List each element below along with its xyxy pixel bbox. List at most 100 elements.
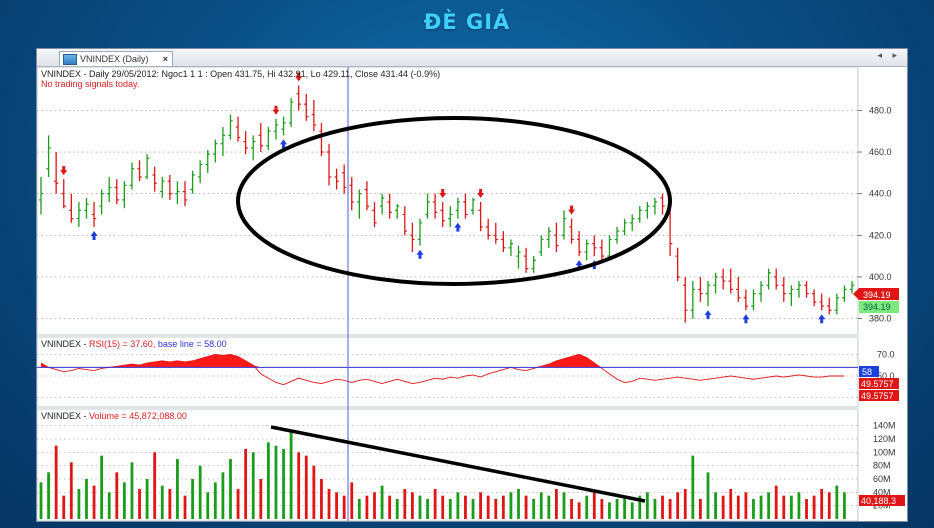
volume-pane-header: VNINDEX - Volume = 45,872,088.00 [41, 411, 187, 421]
volume-bar [418, 495, 422, 519]
volume-bar [638, 495, 642, 519]
volume-bar [236, 489, 240, 519]
price-chart[interactable]: 380.0400.0420.0440.0460.0480.030.050.070… [37, 67, 907, 521]
buy-arrow-icon [575, 260, 583, 270]
volume-bar [501, 495, 505, 519]
volume-bar [782, 495, 786, 519]
volume-bar [539, 492, 543, 519]
volume-bar [266, 442, 270, 519]
volume-bar [714, 492, 717, 519]
volume-tick-label: 120M [873, 434, 896, 444]
buy-arrow-icon [742, 314, 750, 324]
volume-tick-label: 100M [873, 447, 896, 457]
volume-bar [812, 495, 816, 519]
volume-bar [395, 499, 399, 519]
price-tick-label: 480.0 [869, 105, 892, 115]
volume-last-badge [859, 495, 905, 506]
volume-bar [327, 489, 331, 519]
price-tick-label: 460.0 [869, 147, 892, 157]
rsi-pane [37, 336, 859, 408]
chart-icon [63, 54, 77, 65]
volume-bar [365, 495, 369, 519]
volume-bar [342, 495, 346, 519]
volume-bar [312, 465, 316, 519]
volume-bar [683, 489, 687, 519]
tab-vnindex-daily[interactable]: VNINDEX (Daily) × [59, 51, 173, 66]
volume-tick-label: 60M [873, 474, 891, 484]
signal-note: No trading signals today. [41, 79, 139, 89]
volume-bar [479, 492, 483, 519]
price-pane-header: VNINDEX - Daily 29/05/2012: Ngoc1 1 1 : … [41, 69, 440, 79]
volume-bar [47, 472, 50, 519]
volume-bar [145, 479, 149, 519]
volume-bar [645, 492, 649, 519]
sell-arrow-icon [439, 189, 447, 198]
rsi-value-badge-2 [859, 390, 899, 401]
volume-bar [221, 472, 225, 519]
volume-bar [304, 455, 308, 519]
volume-bar [577, 502, 581, 519]
volume-bar [441, 495, 445, 519]
rsi-base-badge [859, 366, 879, 377]
sell-arrow-icon [477, 189, 485, 198]
volume-prefix: VNINDEX - [41, 411, 89, 421]
last-price-red-text: 394.19 [863, 290, 891, 300]
volume-bar [767, 492, 771, 519]
volume-bar [388, 495, 392, 519]
volume-bar [843, 492, 846, 519]
volume-bar [699, 499, 702, 519]
volume-bar [706, 472, 710, 519]
rsi-overbought-fill [41, 354, 845, 368]
volume-bar [69, 462, 73, 519]
volume-bar [320, 479, 323, 519]
buy-arrow-icon [280, 139, 288, 149]
volume-bar [160, 485, 164, 519]
buy-arrow-icon [90, 230, 98, 240]
sell-arrow-icon [568, 205, 576, 215]
volume-bar [251, 452, 255, 519]
volume-bar [676, 492, 680, 519]
chart-window: VNINDEX (Daily) × ◂ ▸ 380.0 400.0 420.0 440… [36, 48, 908, 522]
volume-bar [691, 455, 695, 519]
close-icon[interactable]: × [162, 54, 168, 64]
volume-bar [54, 445, 58, 519]
volume-bar [789, 495, 793, 519]
rsi-prefix: VNINDEX - [41, 339, 89, 349]
volume-bar [77, 489, 81, 519]
rsi-pane-header: VNINDEX - RSI(15) = 37.60, base line = 5… [41, 339, 227, 349]
sell-arrow-icon [272, 105, 280, 115]
volume-bar [555, 489, 558, 519]
volume-bar [39, 482, 43, 519]
volume-bar [176, 459, 179, 519]
volume-bar [774, 485, 778, 519]
buy-arrow-icon [454, 222, 462, 232]
slide-title: ĐÈ GIÁ [423, 10, 511, 34]
rsi-tick-label: 70.0 [877, 349, 895, 359]
volume-bar [433, 489, 437, 519]
volume-bar [107, 492, 111, 519]
volume-bar [797, 492, 801, 519]
volume-bar [122, 482, 126, 519]
volume-bar [668, 499, 672, 519]
volume-bar [229, 459, 232, 519]
volume-tick-label: 140M [873, 421, 896, 431]
volume-bar [380, 485, 384, 519]
volume-bar [592, 492, 596, 519]
last-price-badges: 394.19 394.19 [853, 288, 899, 313]
volume-label: Volume = 45,872,088.00 [89, 411, 187, 421]
volume-bar [282, 449, 285, 519]
volume-bar [456, 492, 460, 519]
volume-bar [85, 479, 88, 519]
rsi-label: RSI(15) = 37.60, [89, 339, 155, 349]
tab-bar: VNINDEX (Daily) × ◂ ▸ [37, 49, 907, 67]
volume-bar [744, 492, 748, 519]
tab-scroll-arrows-icon[interactable]: ◂ ▸ [877, 50, 901, 60]
volume-bar [100, 455, 104, 519]
volume-bar [721, 495, 725, 519]
volume-bar [630, 502, 634, 519]
volume-bar [153, 452, 157, 519]
rsi-value-badge-2-text: 49.5757 [861, 391, 894, 401]
volume-bar [183, 495, 187, 519]
volume-bar [562, 492, 566, 519]
rsi-base-badge-text: 58 [862, 367, 872, 377]
